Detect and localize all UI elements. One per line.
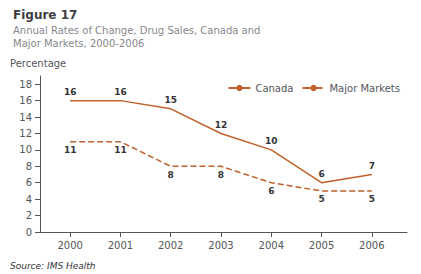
svg-text:16: 16 bbox=[19, 95, 32, 106]
svg-text:0: 0 bbox=[26, 227, 32, 238]
svg-text:6: 6 bbox=[268, 186, 274, 196]
svg-text:Percentage: Percentage bbox=[10, 58, 66, 69]
svg-text:18: 18 bbox=[19, 79, 32, 90]
svg-text:11: 11 bbox=[64, 145, 77, 155]
svg-text:8: 8 bbox=[168, 170, 174, 180]
svg-text:6: 6 bbox=[26, 177, 32, 188]
svg-text:5: 5 bbox=[369, 194, 375, 204]
svg-text:16: 16 bbox=[64, 87, 77, 97]
svg-text:5: 5 bbox=[318, 194, 324, 204]
svg-text:Major Markets: Major Markets bbox=[329, 83, 400, 94]
svg-text:2003: 2003 bbox=[208, 240, 233, 251]
svg-text:15: 15 bbox=[164, 95, 177, 105]
svg-text:16: 16 bbox=[114, 87, 127, 97]
svg-text:2005: 2005 bbox=[309, 240, 334, 251]
svg-text:6: 6 bbox=[318, 169, 324, 179]
svg-text:2004: 2004 bbox=[259, 240, 284, 251]
svg-text:Annual Rates of Change, Drug S: Annual Rates of Change, Drug Sales, Cana… bbox=[13, 25, 260, 36]
svg-text:10: 10 bbox=[19, 144, 32, 155]
svg-text:Figure 17: Figure 17 bbox=[13, 8, 77, 22]
svg-text:2000: 2000 bbox=[57, 240, 82, 251]
svg-text:2001: 2001 bbox=[108, 240, 133, 251]
svg-text:11: 11 bbox=[114, 145, 127, 155]
svg-text:10: 10 bbox=[265, 136, 278, 146]
svg-text:12: 12 bbox=[215, 120, 228, 130]
svg-text:2002: 2002 bbox=[158, 240, 183, 251]
svg-text:14: 14 bbox=[19, 112, 32, 123]
svg-text:2006: 2006 bbox=[359, 240, 384, 251]
svg-text:8: 8 bbox=[218, 170, 224, 180]
svg-text:Source: IMS Health: Source: IMS Health bbox=[10, 261, 96, 271]
svg-text:Canada: Canada bbox=[255, 83, 293, 94]
svg-text:8: 8 bbox=[26, 161, 32, 172]
svg-text:Major Markets, 2000-2006: Major Markets, 2000-2006 bbox=[13, 38, 144, 49]
svg-text:2: 2 bbox=[26, 210, 32, 221]
svg-text:4: 4 bbox=[26, 194, 32, 205]
svg-text:7: 7 bbox=[369, 161, 375, 171]
svg-text:12: 12 bbox=[19, 128, 32, 139]
